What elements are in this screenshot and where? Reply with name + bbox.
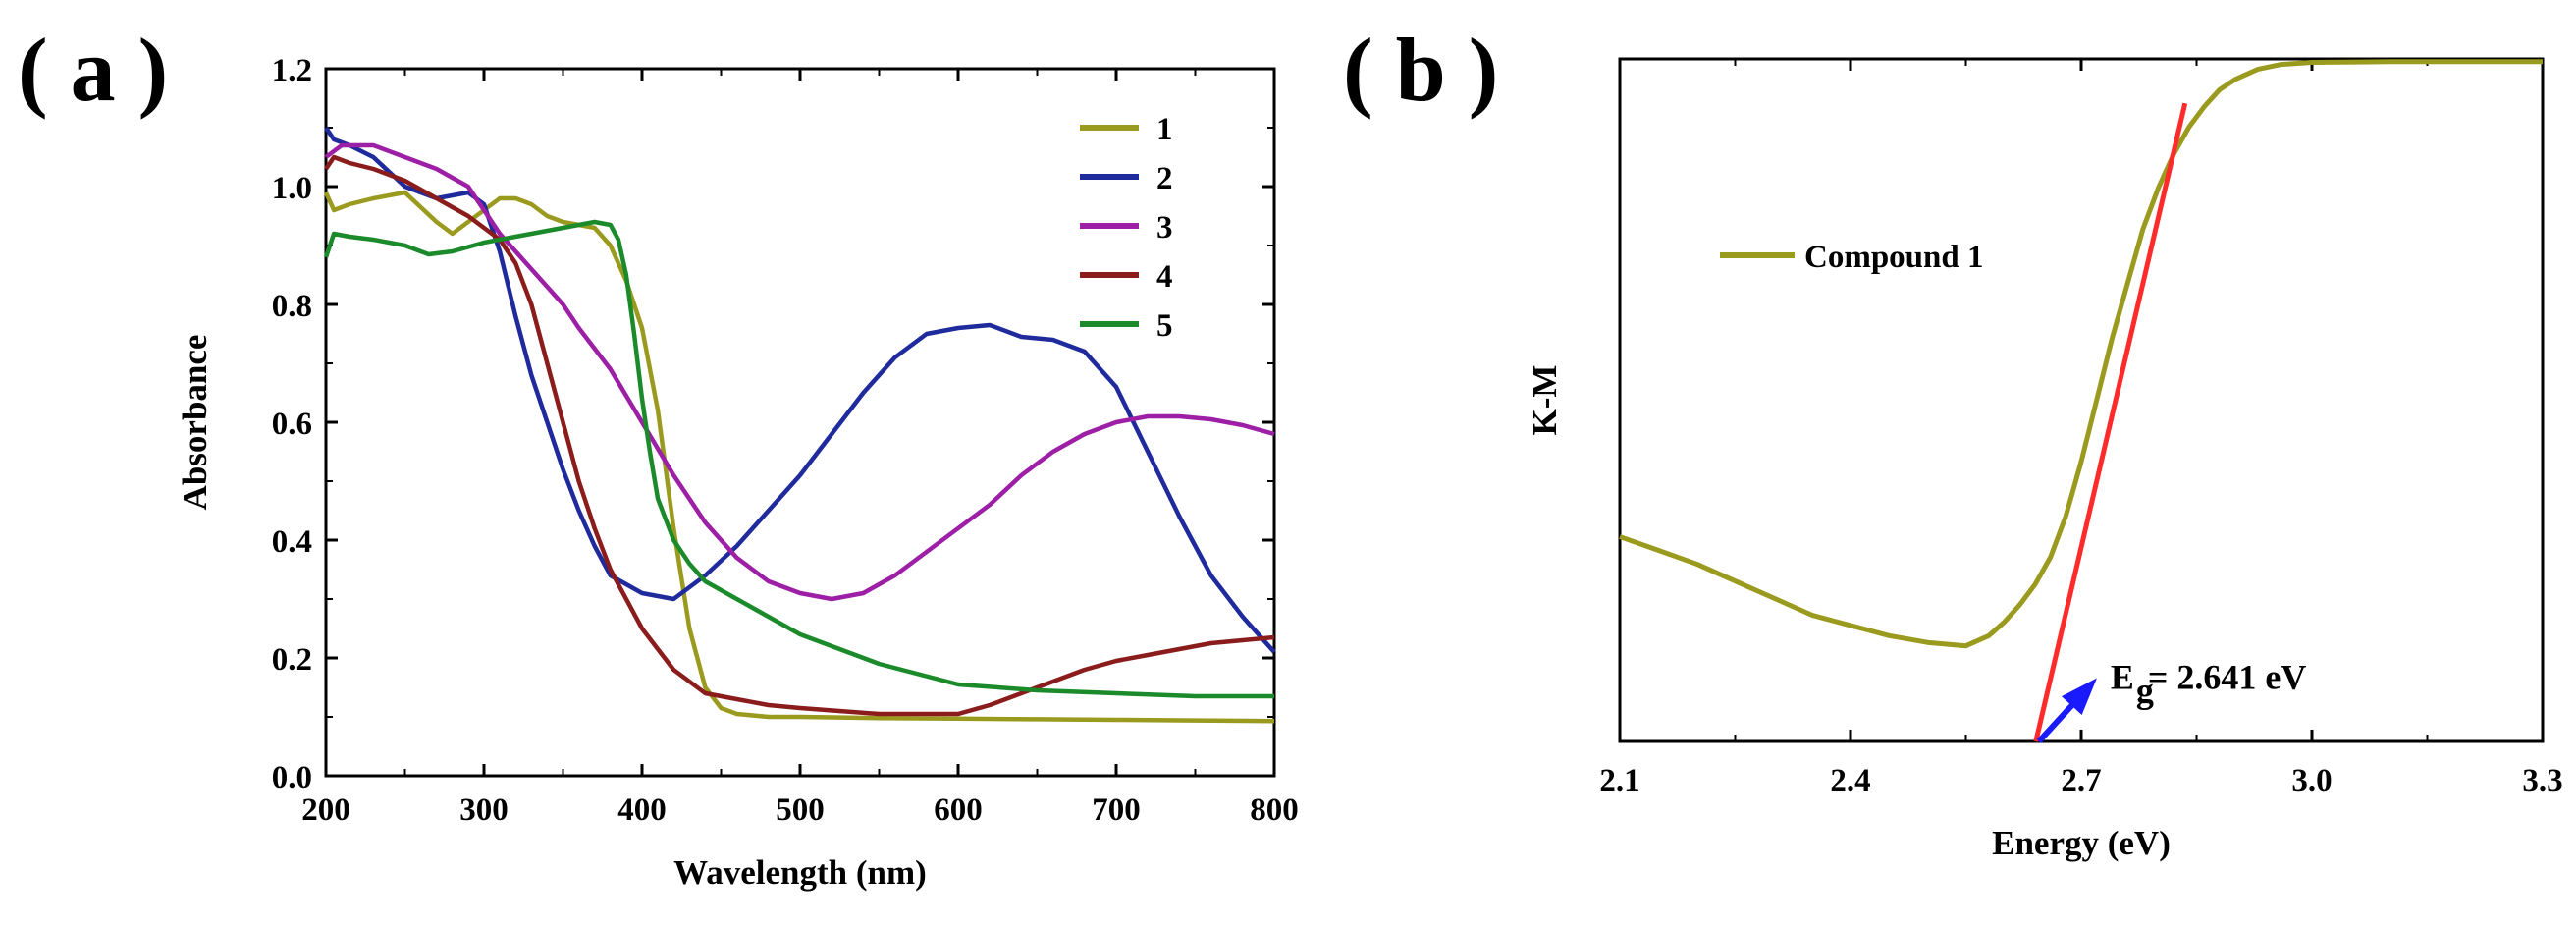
chart-b-plot-frame — [1618, 57, 2545, 743]
chart-a-x-tick-label: 300 — [459, 792, 509, 828]
chart-b-annotation-subscript: g — [2136, 671, 2154, 710]
chart-a-y-axis-title: Absorbance — [176, 335, 214, 511]
chart-b-legend-label: Compound 1 — [1804, 240, 1983, 275]
chart-b-tangent-fit-line — [2033, 102, 2188, 742]
chart-b: 2.1 2.4 2.7 3.0 3.3 Energy (eV) K-M E g = 2.641 … — [1526, 57, 2563, 862]
chart-a-series-4-line — [324, 154, 1275, 717]
chart-a-series-1-line — [323, 190, 1275, 724]
chart-a-legend-label-5: 5 — [1156, 308, 1173, 344]
chart-b-y-axis-title: K-M — [1526, 365, 1564, 436]
chart-a-x-tick-label: 700 — [1092, 792, 1141, 828]
chart-a-x-tick-label: 500 — [776, 792, 825, 828]
chart-a-legend-label-1: 1 — [1156, 112, 1173, 147]
chart-a-y-tick-label: 0.6 — [272, 407, 312, 442]
chart-a-x-axis-title: Wavelength (nm) — [673, 853, 927, 892]
chart-a-y-tick-label: 0.2 — [272, 642, 312, 678]
chart-a-x-tick-label: 200 — [301, 792, 350, 828]
chart-a-y-tick-label: 0.0 — [272, 760, 312, 795]
panel-b-label: ( b ) — [1343, 20, 1498, 120]
chart-b-annotation-value: = 2.641 eV — [2148, 657, 2307, 696]
chart-a-x-tick-label: 800 — [1250, 792, 1299, 828]
chart-a-legend-label-2: 2 — [1156, 161, 1173, 196]
panel-a-label: ( a ) — [18, 20, 168, 120]
chart-b-arrow-head — [2061, 678, 2097, 716]
chart-b-x-axis-title: Energy (eV) — [1992, 824, 2171, 862]
chart-b-series-compound-1-line — [1619, 59, 2543, 649]
chart-a-legend-label-4: 4 — [1156, 259, 1173, 295]
chart-a-x-tick-label: 600 — [934, 792, 983, 828]
chart-a-series-3-line — [324, 142, 1275, 602]
chart-b-x-tick-label: 3.0 — [2291, 763, 2332, 798]
chart-b-annotation-E: E — [2111, 657, 2134, 696]
chart-b-x-tick-label: 2.4 — [1830, 763, 1870, 798]
chart-a-y-tick-label: 1.2 — [272, 53, 312, 88]
chart-a-y-tick-label: 0.4 — [272, 524, 312, 560]
chart-a-y-tick-label: 1.0 — [272, 171, 312, 206]
chart-b-x-tick-label: 2.1 — [1599, 763, 1639, 798]
chart-b-x-tick-label: 2.7 — [2061, 763, 2101, 798]
chart-a-y-tick-label: 0.8 — [272, 289, 312, 324]
chart-a-series-2-line — [324, 126, 1276, 654]
chart-a: 200 300 400 500 600 700 800 0.0 0.2 0.4 0.6 0.8 1.0 1… — [176, 53, 1299, 892]
chart-a-x-tick-label: 400 — [617, 792, 667, 828]
chart-b-x-tick-label: 3.3 — [2522, 763, 2562, 798]
chart-a-series-5-line — [323, 219, 1274, 699]
chart-a-legend-label-3: 3 — [1156, 210, 1173, 246]
